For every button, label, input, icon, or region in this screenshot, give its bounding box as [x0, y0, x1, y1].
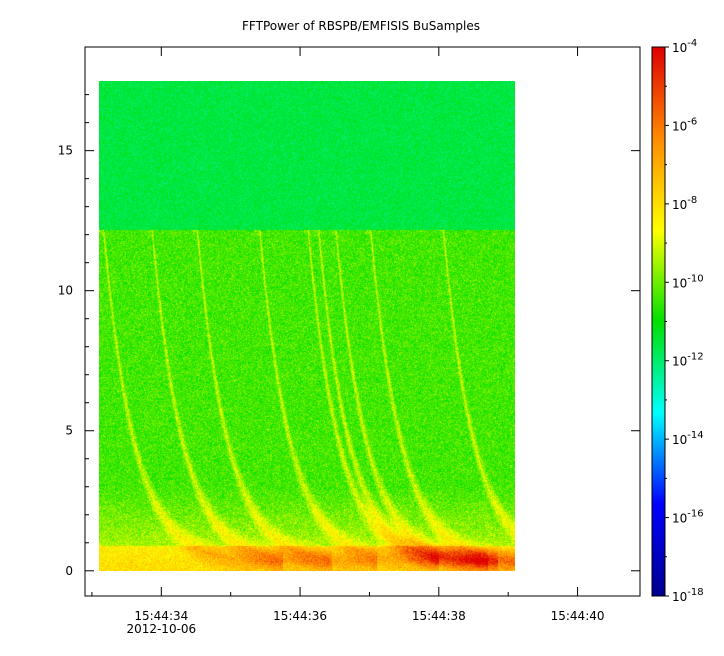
- colorbar-tick-base: 10: [672, 276, 687, 290]
- y-tick-label: 0: [65, 564, 73, 578]
- spectrogram-image: [99, 81, 515, 571]
- y-tick-label: 10: [58, 284, 73, 298]
- colorbar-tick-base: 10: [672, 590, 687, 604]
- colorbar-tick-label: 10-6: [672, 116, 697, 133]
- colorbar-tick-exponent: -4: [687, 38, 697, 49]
- colorbar-tick-base: 10: [672, 512, 687, 526]
- plot-frame: [84, 46, 641, 597]
- x-tick-label: 15:44:34: [134, 609, 188, 623]
- colorbar-tick-base: 10: [672, 41, 687, 55]
- colorbar-tick-label: 10-16: [672, 509, 704, 526]
- chart-title: FFTPower of RBSPB/EMFISIS BuSamples: [242, 19, 480, 33]
- x-tick-date: 2012-10-06: [126, 622, 196, 636]
- y-tick-label: 15: [58, 144, 73, 158]
- x-tick-label: 15:44:36: [273, 609, 327, 623]
- colorbar-tick-label: 10-10: [672, 273, 704, 290]
- colorbar-tick-base: 10: [672, 433, 687, 447]
- y-tick-label: 5: [65, 424, 73, 438]
- colorbar-tick-label: 10-4: [672, 38, 697, 55]
- colorbar-tick-base: 10: [672, 198, 687, 212]
- colorbar-tick-label: 10-18: [672, 587, 704, 604]
- colorbar-tick-exponent: -12: [687, 352, 703, 363]
- colorbar-tick-exponent: -18: [687, 587, 703, 598]
- colorbar-tick-exponent: -14: [687, 430, 703, 441]
- colorbar-tick-exponent: -10: [687, 273, 703, 284]
- colorbar-tick-base: 10: [672, 119, 687, 133]
- colorbar-tick-base: 10: [672, 355, 687, 369]
- x-tick-label: 15:44:38: [412, 609, 466, 623]
- colorbar-gradient: [652, 47, 665, 596]
- colorbar-tick-label: 10-14: [672, 430, 704, 447]
- x-tick-label: 15:44:40: [551, 609, 605, 623]
- colorbar-tick-exponent: -16: [687, 509, 703, 520]
- colorbar-tick-exponent: -8: [687, 195, 697, 206]
- colorbar-tick-label: 10-12: [672, 352, 704, 369]
- colorbar-tick-label: 10-8: [672, 195, 697, 212]
- colorbar-tick-exponent: -6: [687, 116, 697, 127]
